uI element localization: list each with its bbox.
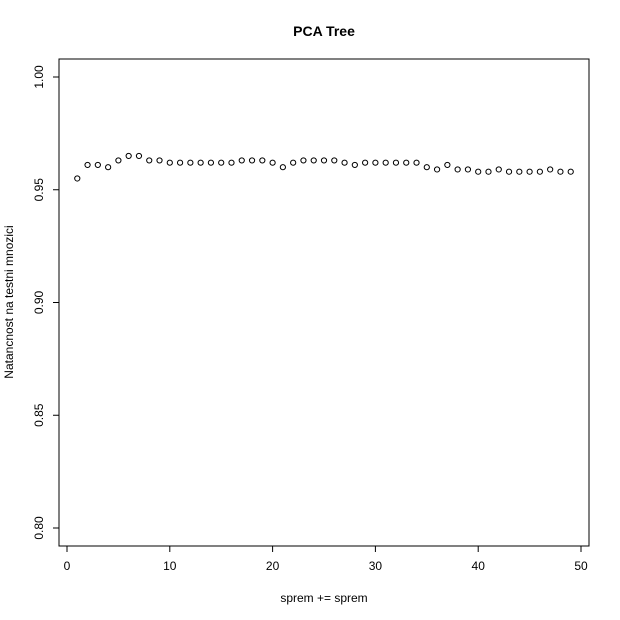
data-point xyxy=(382,159,389,166)
x-axis-label: sprem += sprem xyxy=(280,591,367,605)
y-tick-label: 1.00 xyxy=(32,65,46,89)
y-axis-label: Natancnost na testni mnozici xyxy=(2,225,16,378)
data-point xyxy=(300,157,307,164)
data-point xyxy=(125,152,132,160)
y-tick-label: 0.85 xyxy=(32,403,46,427)
data-point xyxy=(146,157,153,164)
data-point xyxy=(279,164,286,171)
chart-title: PCA Tree xyxy=(293,23,355,39)
data-point xyxy=(495,166,502,173)
y-tick-label: 0.90 xyxy=(32,290,46,314)
data-point xyxy=(505,168,513,175)
data-point xyxy=(413,159,420,166)
data-point xyxy=(423,164,430,171)
data-point xyxy=(331,157,338,164)
data-point xyxy=(310,157,317,164)
data-point xyxy=(547,166,554,173)
data-point xyxy=(176,159,184,166)
plot-frame xyxy=(58,58,590,547)
data-points xyxy=(74,152,574,182)
data-point xyxy=(464,166,472,173)
data-point xyxy=(248,157,256,164)
data-point xyxy=(567,168,574,175)
data-point xyxy=(433,166,441,173)
y-axis: 0.80 0.85 0.90 0.95 1.00 xyxy=(32,65,60,540)
data-point xyxy=(166,159,173,166)
data-point xyxy=(403,159,410,166)
x-tick-label: 30 xyxy=(369,559,383,573)
x-axis: 0 10 20 30 40 50 xyxy=(64,545,588,573)
x-tick-label: 40 xyxy=(472,559,486,573)
data-point xyxy=(259,157,266,164)
data-point xyxy=(320,157,328,164)
y-tick-label: 0.80 xyxy=(32,516,46,540)
data-point xyxy=(444,161,451,169)
data-point xyxy=(351,161,358,169)
x-tick-label: 0 xyxy=(64,559,71,573)
data-point xyxy=(516,168,523,175)
x-tick-label: 20 xyxy=(266,559,280,573)
data-point xyxy=(372,159,379,166)
data-point xyxy=(557,168,564,175)
x-tick-label: 50 xyxy=(574,559,588,573)
data-point xyxy=(341,159,348,166)
data-point xyxy=(269,159,276,166)
data-point xyxy=(485,168,492,175)
data-point xyxy=(454,166,461,173)
data-point xyxy=(115,157,122,164)
y-tick-label: 0.95 xyxy=(32,178,46,202)
x-tick-label: 10 xyxy=(163,559,177,573)
data-point xyxy=(228,159,235,166)
data-point xyxy=(187,159,194,166)
data-point xyxy=(392,159,400,166)
data-point xyxy=(84,161,91,169)
data-point xyxy=(290,159,297,166)
data-point xyxy=(238,157,245,164)
data-point xyxy=(475,168,482,175)
data-point xyxy=(135,152,143,160)
data-point xyxy=(74,175,81,182)
data-point xyxy=(362,159,369,166)
data-point xyxy=(207,159,215,166)
data-point xyxy=(218,159,225,166)
data-point xyxy=(105,164,112,171)
data-point xyxy=(526,168,533,175)
data-point xyxy=(94,161,101,169)
data-point xyxy=(156,157,163,164)
data-point xyxy=(197,159,204,166)
data-point xyxy=(536,168,543,175)
